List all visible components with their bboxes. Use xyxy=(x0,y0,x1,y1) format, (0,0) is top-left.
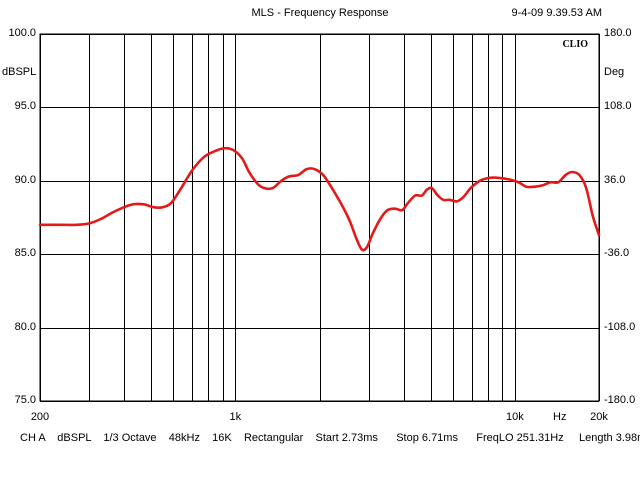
x-axis-unit-label: Hz xyxy=(553,411,567,423)
timestamp: 9-4-09 9.39.53 AM xyxy=(511,7,602,19)
y2-tick-label: -36.0 xyxy=(604,247,630,260)
x-tick-label: 20k xyxy=(590,411,608,423)
y-tick-label: 95.0 xyxy=(14,100,36,113)
y2-tick-label: 108.0 xyxy=(604,100,632,113)
grid-lines xyxy=(40,34,600,402)
plot-frame xyxy=(39,33,600,402)
clio-logo: CLIO xyxy=(562,39,588,50)
frequency-response-curve xyxy=(38,146,601,252)
measurement-settings: CH A dBSPL 1/3 Octave 48kHz 16K Rectangu… xyxy=(20,432,640,444)
y-axis-label: dBSPL xyxy=(2,66,37,78)
y2-tick-label: 180.0 xyxy=(604,27,632,39)
y-tick-label: 90.0 xyxy=(14,173,36,186)
y2-axis-label: Deg xyxy=(604,66,625,78)
y-tick-label: 80.0 xyxy=(14,320,36,333)
y2-tick-label: 36.0 xyxy=(604,173,626,186)
y2-tick-label: -180.0 xyxy=(604,394,636,406)
y-tick-label: 100.0 xyxy=(8,27,36,39)
y2-tick-label: -108.0 xyxy=(604,320,636,333)
x-tick-label: 10k xyxy=(505,411,524,423)
y-tick-label: 85.0 xyxy=(14,247,36,260)
y-tick-label: 75.0 xyxy=(14,394,36,406)
chart-title: MLS - Frequency Response xyxy=(251,7,389,19)
x-tick-label: 200 xyxy=(30,411,50,423)
x-tick-label: 1k xyxy=(229,411,242,423)
